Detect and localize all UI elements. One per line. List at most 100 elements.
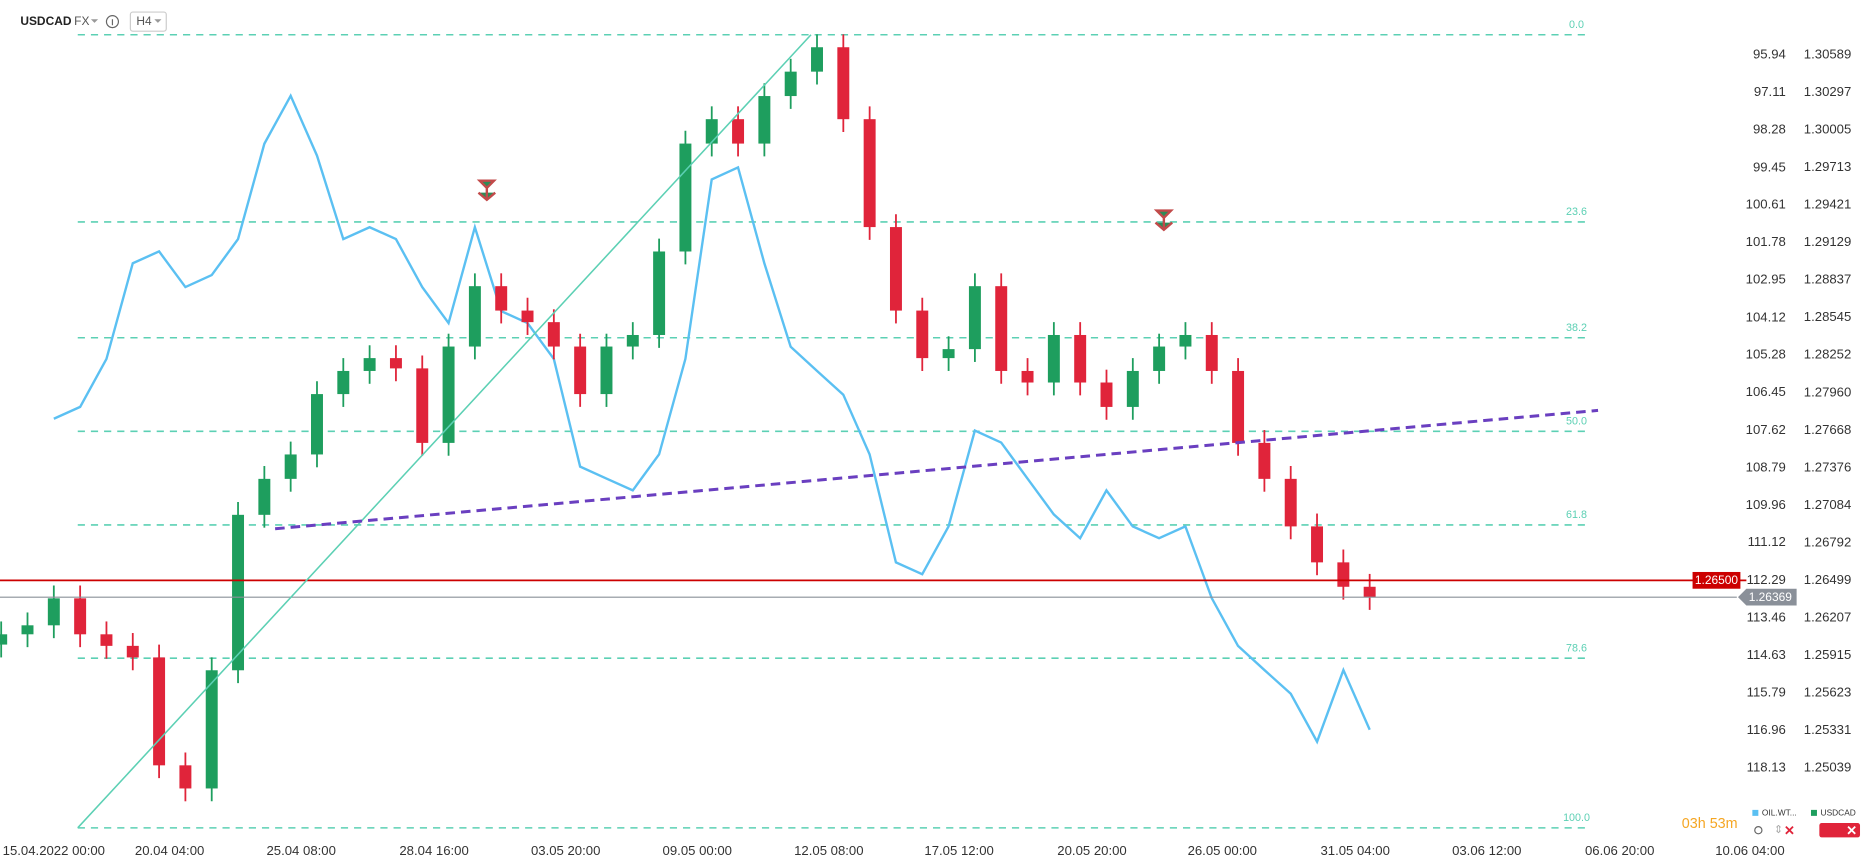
candle-body	[1363, 586, 1376, 598]
candle-body	[1153, 346, 1166, 371]
fib-label: 100.0	[1563, 812, 1590, 824]
countdown: 03h 53m	[1682, 816, 1738, 832]
candle-body	[626, 334, 639, 347]
fib-label: 61.8	[1566, 509, 1587, 521]
y2-tick-label: 99.45	[1753, 159, 1786, 174]
candle-body	[1311, 526, 1324, 563]
y2-tick-label: 102.95	[1746, 272, 1786, 287]
candle-body	[1100, 382, 1113, 407]
y-tick-label: 1.26499	[1804, 572, 1852, 587]
x-tick-label: 28.04 16:00	[399, 843, 468, 858]
y-tick-label: 1.27376	[1804, 459, 1852, 474]
candle-body	[1232, 370, 1245, 443]
y-tick-label: 1.28252	[1804, 347, 1852, 362]
candle-body	[1179, 334, 1192, 347]
y2-tick-label: 98.28	[1753, 122, 1786, 137]
y2-tick-label: 108.79	[1746, 459, 1786, 474]
candle-body	[547, 322, 560, 347]
y-tick-label: 1.25623	[1804, 684, 1852, 699]
y-tick-label: 1.27084	[1804, 497, 1852, 512]
symbol[interactable]: USDCAD	[20, 14, 72, 28]
y2-tick-label: 116.96	[1747, 722, 1786, 737]
y2-tick-label: 114.63	[1747, 647, 1786, 662]
candle-body	[21, 625, 34, 635]
x-tick-label: 20.04 04:00	[135, 843, 204, 858]
candle-body	[337, 370, 350, 395]
y2-tick-label: 109.96	[1746, 497, 1786, 512]
candle-body	[416, 368, 429, 443]
y2-tick-label: 106.45	[1746, 384, 1786, 399]
candle-body	[942, 349, 955, 359]
candle-body	[495, 286, 508, 311]
candle-body	[232, 514, 245, 671]
fib-label: 78.6	[1566, 642, 1587, 654]
y2-tick-label: 113.46	[1747, 609, 1786, 624]
price-box	[1738, 588, 1797, 606]
candle-body	[653, 251, 666, 335]
candle-body	[153, 657, 166, 766]
legend-swatch	[1752, 809, 1759, 816]
candle-body	[837, 47, 850, 120]
info-icon[interactable]	[105, 15, 120, 29]
candle-body	[889, 227, 902, 311]
market[interactable]: FX	[74, 14, 89, 28]
y2-tick-label: 115.79	[1747, 684, 1786, 699]
timeframe[interactable]: H4	[136, 14, 152, 28]
candle-body	[679, 143, 692, 252]
x-tick-label: 17.05 12:00	[924, 843, 993, 858]
candle-body	[1021, 370, 1034, 383]
y2-tick-label: 97.11	[1754, 84, 1786, 99]
fib-label: 0.0	[1569, 19, 1584, 31]
arrow-marker	[1153, 209, 1174, 232]
candle-body	[1047, 334, 1060, 383]
y2-tick-label: 100.61	[1746, 197, 1786, 212]
x-tick-label: 09.05 00:00	[663, 843, 732, 858]
candle-body	[74, 598, 87, 635]
candle-body	[1337, 562, 1350, 587]
y-tick-label: 1.27960	[1804, 384, 1852, 399]
toolbar: USDCAD FX H4	[20, 11, 167, 32]
sort-icon: ⇕	[1774, 824, 1783, 836]
candle-body	[600, 346, 613, 395]
x-tick-label: 03.06 12:00	[1452, 843, 1521, 858]
plot: 0.0 23.6 38.2 50.0 61.8 78.6 100.0 1.30589 1.302…	[0, 19, 1851, 858]
arrow-marker	[476, 179, 497, 202]
candle-body	[705, 119, 718, 144]
x-tick-label: 26.05 00:00	[1188, 843, 1257, 858]
y-tick-label: 1.25039	[1804, 759, 1852, 774]
trendline-dashed	[274, 408, 1599, 531]
x-tick-label: 12.05 08:00	[794, 843, 863, 858]
y2-tick-label: 104.12	[1746, 309, 1786, 324]
candle-body	[863, 119, 876, 228]
y-tick-label: 1.26207	[1804, 609, 1852, 624]
close-icon[interactable]	[1785, 825, 1794, 835]
dropdown-icon	[154, 19, 162, 23]
y2-tick-label: 107.62	[1746, 422, 1786, 437]
dropdown-icon[interactable]	[90, 19, 99, 23]
y-tick-label: 1.28837	[1804, 272, 1852, 287]
candle-body	[574, 346, 587, 395]
eye-icon[interactable]	[1754, 826, 1763, 835]
candle-body	[1258, 442, 1271, 479]
candle-body	[1284, 478, 1297, 527]
candle-body	[1074, 334, 1087, 383]
x-tick-label: 03.05 20:00	[531, 843, 600, 858]
y-tick-label: 1.28545	[1804, 309, 1852, 324]
candle-body	[442, 346, 455, 443]
candle-body	[205, 670, 218, 789]
x-tick-label: 06.06 20:00	[1585, 843, 1654, 858]
close-icon[interactable]	[1847, 825, 1856, 835]
candle-body	[100, 634, 113, 646]
candle-body	[995, 286, 1008, 371]
tools-box[interactable]	[1819, 823, 1861, 838]
candle-body	[284, 454, 297, 479]
candle-body	[389, 358, 402, 369]
y-tick-label: 1.30005	[1804, 122, 1852, 137]
timeframe-box[interactable]	[129, 11, 167, 32]
price-box	[1692, 571, 1741, 589]
candle-body	[179, 765, 192, 789]
x-tick-label: 10.06 04:00	[1715, 843, 1784, 858]
x-tick-label: 31.05 04:00	[1320, 843, 1389, 858]
legend-label: OIL.WT...	[1762, 808, 1797, 818]
